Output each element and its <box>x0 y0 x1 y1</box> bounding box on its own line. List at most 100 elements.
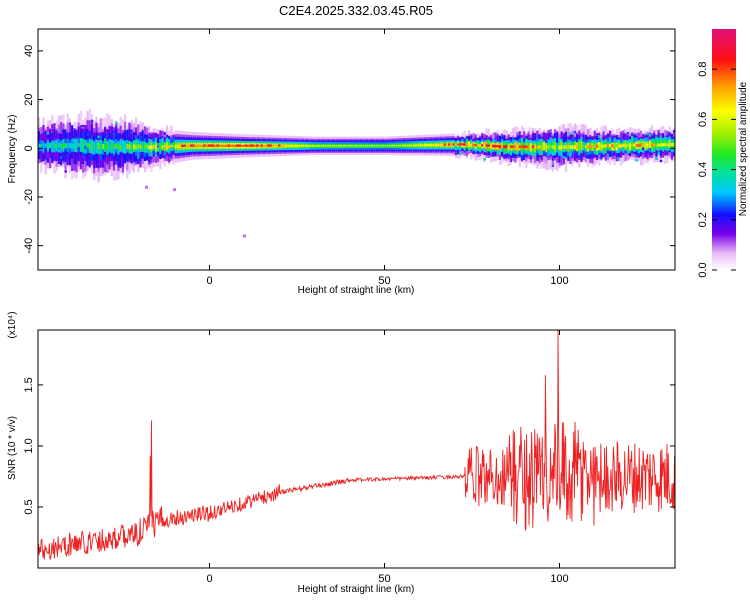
spectrogram-cell <box>364 144 367 147</box>
spectrogram-cell <box>331 144 334 147</box>
spectrogram-cell <box>593 144 596 148</box>
spectrogram-cell <box>646 143 649 147</box>
spectrogram-cell <box>366 144 369 147</box>
spectrogram-cell <box>551 164 555 168</box>
spectrogram-cell <box>659 143 663 147</box>
spectrogram-cell <box>408 144 411 147</box>
spectrogram-cell <box>569 132 572 135</box>
spectrogram-cell <box>448 143 452 146</box>
spectrogram-cell <box>399 144 402 147</box>
spectrogram-cell <box>509 140 513 143</box>
spectrogram-cell <box>580 145 583 149</box>
spectrogram-cell <box>578 145 581 149</box>
spectrogram-cell <box>181 144 185 147</box>
spectrogram-cell <box>304 144 308 147</box>
spectrogram-cell <box>476 144 479 147</box>
spectrogram-cell <box>124 144 127 150</box>
spectrogram-cell <box>659 159 663 163</box>
spectrogram-cell <box>624 144 627 148</box>
spectrogram-cell <box>236 144 240 147</box>
spectrogram-cell <box>635 159 639 162</box>
spectrogram-cell <box>359 144 363 147</box>
spectrogram-cell <box>278 144 282 147</box>
spectrogram-cell <box>130 129 134 133</box>
spectrogram-cell <box>463 140 467 143</box>
spectrogram-cell <box>276 144 279 147</box>
spectrogram-cell <box>357 144 360 147</box>
spectrogram-cell <box>602 144 605 148</box>
spectrogram-cell <box>375 144 378 147</box>
spectrogram-cell <box>284 144 288 147</box>
spectrogram-cell <box>232 144 235 147</box>
snr-x-label: Height of straight line (km) <box>298 584 415 595</box>
spectrogram-cell <box>40 144 43 149</box>
spectrogram-cell <box>591 139 594 143</box>
spectrogram-cell <box>49 142 52 146</box>
spectrogram-cell <box>203 144 207 147</box>
spectrogram-cell <box>229 144 233 147</box>
spectrogram-cell <box>170 147 173 150</box>
spectrogram-cell <box>412 144 416 147</box>
spectrogram-cell <box>483 158 486 161</box>
spectrogram-cell <box>84 146 87 149</box>
spectrogram-cell <box>161 145 164 149</box>
spectrogram-cell <box>545 144 548 149</box>
colorbar-tick-label: 0.8 <box>697 62 709 77</box>
spectrogram-cell <box>121 144 124 150</box>
spectrogram-cell <box>179 144 182 148</box>
spectrogram-cell <box>42 143 45 149</box>
y-tick-label: 0.5 <box>23 499 35 514</box>
spectrogram-cell <box>64 170 67 173</box>
spectrogram-cell <box>95 143 98 149</box>
spectrogram-cell <box>115 122 118 125</box>
spectrogram-cell <box>381 144 385 147</box>
spectrogram-cell <box>247 144 250 147</box>
spectrogram-cell <box>326 144 330 147</box>
spectrogram-cell <box>209 144 213 147</box>
spectrogram-cell <box>154 145 158 149</box>
spectrogram-cell <box>567 144 570 149</box>
spectrogram-cell <box>534 145 537 149</box>
snr-panel: 0 50 100 0.5 1.0 1.5 Height of straight line… <box>7 311 676 595</box>
colorbar-tick-label: 0.2 <box>697 212 709 227</box>
spectrogram-cell <box>223 144 226 148</box>
spectrogram-cell <box>322 144 325 147</box>
snr-frame <box>37 329 676 569</box>
spectrogram-cell <box>595 144 599 148</box>
spectrogram-cell <box>472 143 475 147</box>
spectrogram-cell <box>269 144 273 147</box>
snr-marks <box>38 330 675 560</box>
spectrogram-cell <box>648 134 652 137</box>
snr-y-label: SNR (10 * v/v) <box>7 416 18 480</box>
spectrogram-cell <box>529 145 532 150</box>
spectrogram-cell <box>461 143 465 146</box>
spectrogram-cell <box>351 144 354 147</box>
spectrogram-cell <box>46 132 50 135</box>
spectrogram-cell <box>370 144 374 147</box>
spectrogram-cell <box>174 144 177 148</box>
spectrogram-cell <box>404 144 407 147</box>
spectrogram-cell <box>190 144 194 147</box>
spectrogram-cell <box>523 145 527 148</box>
spectrogram-cell <box>126 143 129 149</box>
spectrogram-cell <box>673 130 675 133</box>
spectrogram-cell <box>154 154 158 157</box>
spectrogram-cell <box>481 144 485 147</box>
spectrogram-cell <box>426 144 429 147</box>
spectrogram-cell <box>631 135 634 139</box>
spectrogram-cell <box>300 144 303 147</box>
spectrogram-cell <box>615 143 618 147</box>
spectrogram-cell <box>664 143 667 147</box>
spectrogram-cell <box>196 144 199 148</box>
spectrogram-cell <box>485 152 489 156</box>
spectrogram-cell <box>657 143 660 147</box>
spectrogram-cell <box>558 137 561 141</box>
spectrogram-cell <box>254 144 257 147</box>
colorbar-tick-label: 0.6 <box>697 112 709 127</box>
spectrogram-cell <box>393 144 396 147</box>
spectrogram-cell <box>298 144 301 147</box>
spectrogram-cell <box>573 145 577 150</box>
spectrogram-cell <box>494 144 498 148</box>
spectrogram-cell <box>556 145 559 150</box>
